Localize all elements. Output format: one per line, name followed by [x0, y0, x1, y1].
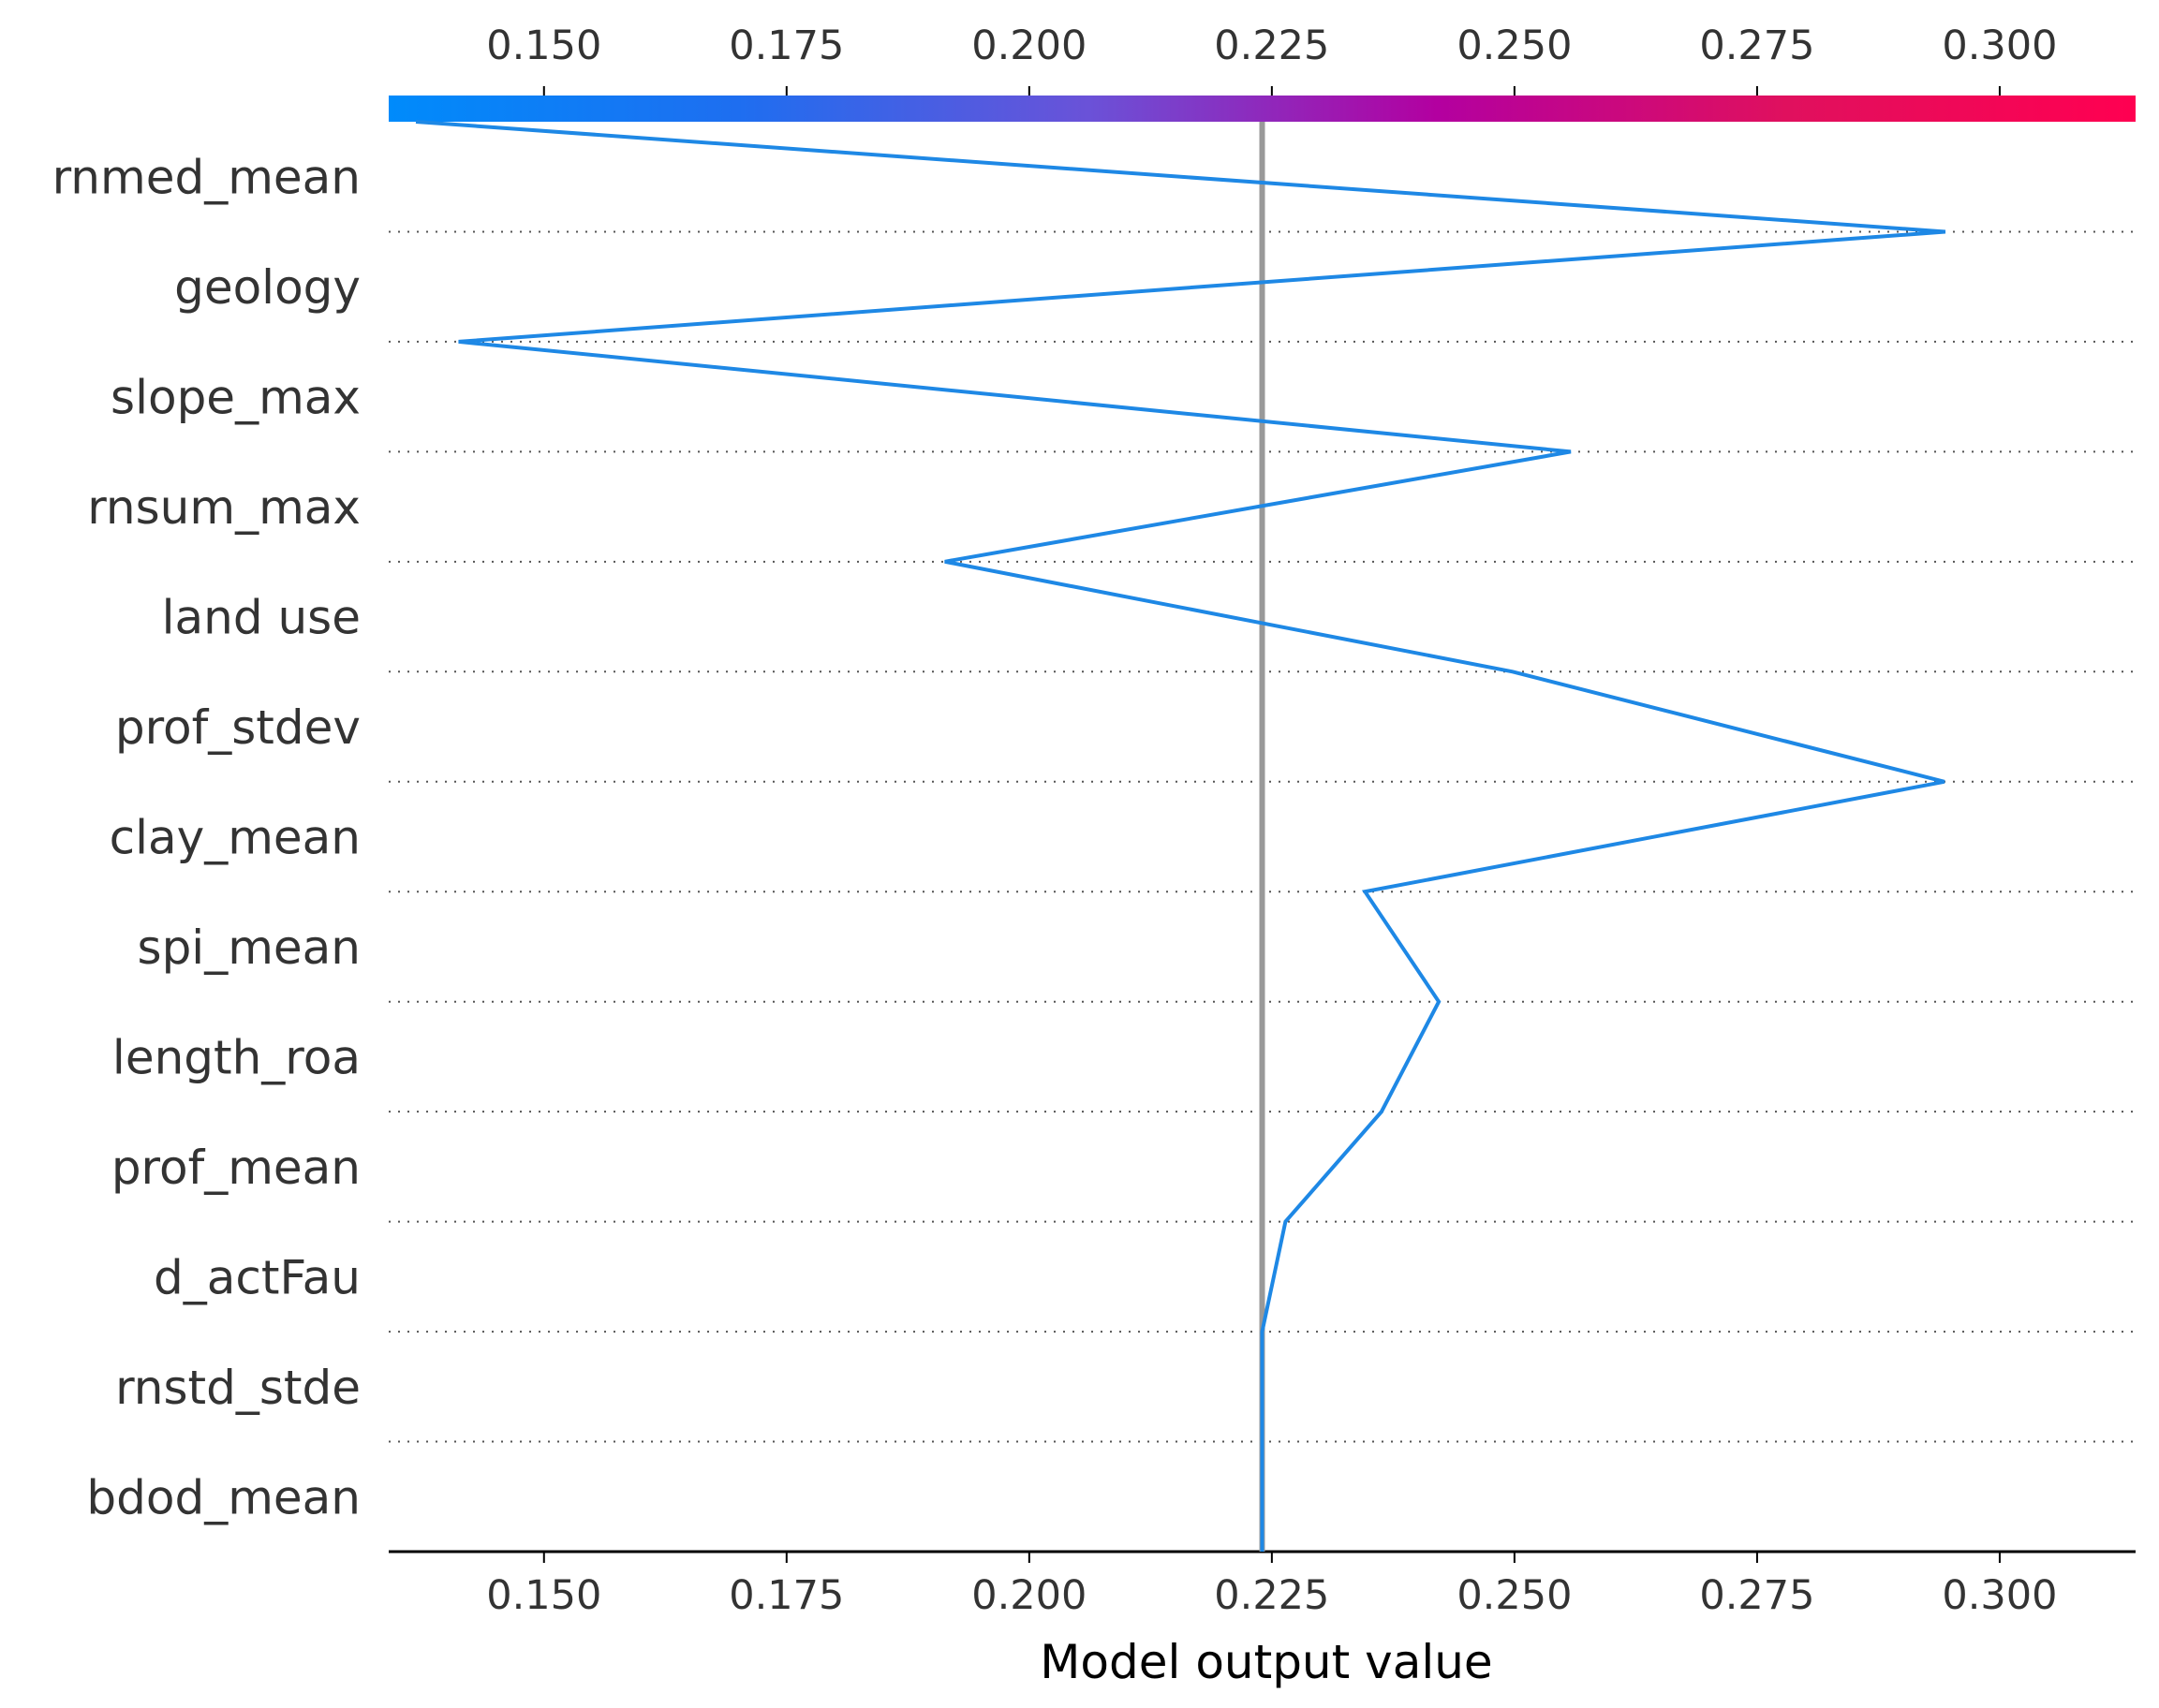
top-tick-label: 0.175: [729, 22, 844, 69]
bottom-tick-label: 0.250: [1457, 1572, 1572, 1619]
feature-label: rnstd_stde: [115, 1361, 361, 1415]
feature-label: clay_mean: [110, 811, 361, 865]
decision-path-group: [415, 120, 1946, 1552]
bottom-tick-label: 0.175: [729, 1572, 844, 1619]
bottom-tick-label: 0.275: [1699, 1572, 1814, 1619]
bottom-tick-label: 0.150: [486, 1572, 601, 1619]
colorbar: [389, 96, 2136, 122]
feature-label: length_roa: [112, 1030, 361, 1084]
feature-label: land use: [162, 591, 361, 645]
feature-label: geology: [174, 260, 361, 315]
top-tick-label: 0.200: [971, 22, 1087, 69]
grid-lines: [389, 230, 2136, 1443]
feature-label: prof_mean: [111, 1141, 361, 1195]
top-tick-label: 0.300: [1942, 22, 2057, 69]
bottom-tick-label: 0.225: [1214, 1572, 1329, 1619]
bottom-tick-label: 0.300: [1942, 1572, 2057, 1619]
feature-label: prof_stdev: [115, 700, 361, 755]
bottom-x-axis: 0.150 0.175 0.200 0.225 0.250 0.275 0.300: [389, 1550, 2136, 1619]
colorbar-gradient: [389, 96, 2136, 122]
feature-label: d_actFau: [154, 1250, 361, 1304]
top-x-axis: 0.150 0.175 0.200 0.225 0.250 0.275 0.300: [486, 22, 2057, 96]
top-tick-label: 0.275: [1699, 22, 1814, 69]
decision-path-line: [415, 120, 1946, 1552]
feature-label: slope_max: [111, 371, 361, 425]
top-tick-label: 0.250: [1457, 22, 1572, 69]
bottom-tick-label: 0.200: [971, 1572, 1087, 1619]
feature-label: rnmed_mean: [52, 151, 361, 205]
feature-label: bdod_mean: [86, 1470, 361, 1524]
x-axis-title: Model output value: [1040, 1635, 1492, 1689]
feature-label: rnsum_max: [87, 480, 361, 535]
feature-label: spi_mean: [138, 920, 361, 975]
top-tick-label: 0.150: [486, 22, 601, 69]
top-tick-label: 0.225: [1214, 22, 1329, 69]
